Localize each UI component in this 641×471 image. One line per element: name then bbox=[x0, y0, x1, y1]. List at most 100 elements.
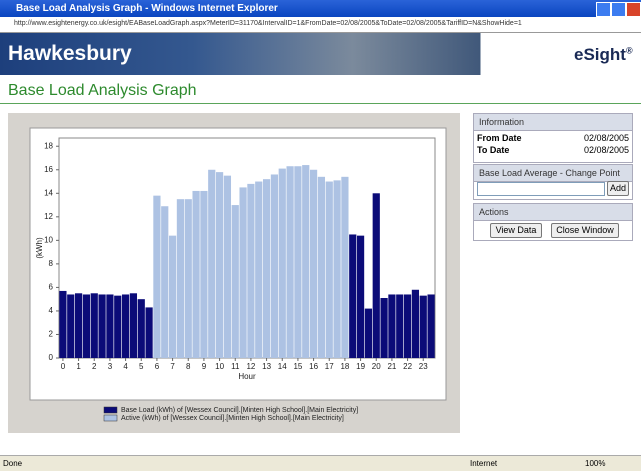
status: Done bbox=[3, 459, 22, 468]
bar bbox=[302, 165, 309, 358]
bar bbox=[247, 184, 254, 358]
close-window-button[interactable]: Close Window bbox=[551, 223, 619, 238]
x-tick-label: 6 bbox=[155, 362, 160, 371]
x-tick-label: 8 bbox=[186, 362, 191, 371]
bar bbox=[365, 309, 372, 358]
x-tick-label: 16 bbox=[309, 362, 318, 371]
x-tick-label: 1 bbox=[76, 362, 81, 371]
x-tick-label: 10 bbox=[215, 362, 224, 371]
y-tick-label: 18 bbox=[44, 141, 53, 150]
x-tick-label: 2 bbox=[92, 362, 97, 371]
x-tick-label: 14 bbox=[278, 362, 287, 371]
legend-swatch bbox=[104, 415, 117, 421]
x-tick-label: 0 bbox=[61, 362, 66, 371]
x-tick-label: 19 bbox=[356, 362, 365, 371]
actions-panel: Actions View Data Close Window bbox=[473, 203, 633, 241]
title-bar: Base Load Analysis Graph - Windows Inter… bbox=[0, 0, 641, 17]
y-tick-label: 4 bbox=[49, 306, 54, 315]
bar bbox=[341, 177, 348, 358]
bar bbox=[169, 236, 176, 358]
bar bbox=[106, 294, 113, 358]
bar bbox=[427, 294, 434, 358]
value: 02/08/2005 bbox=[584, 145, 629, 155]
bar bbox=[208, 170, 215, 358]
bar bbox=[59, 291, 66, 358]
product-name: eSight bbox=[574, 45, 626, 64]
bar bbox=[318, 177, 325, 358]
bar bbox=[185, 199, 192, 358]
bar bbox=[357, 236, 364, 358]
divider bbox=[0, 103, 641, 104]
x-tick-label: 22 bbox=[403, 362, 412, 371]
bar bbox=[326, 182, 333, 358]
bar bbox=[153, 196, 160, 358]
label: From Date bbox=[477, 133, 522, 143]
bar bbox=[373, 193, 380, 358]
info-panel: Information From Date 02/08/2005 To Date… bbox=[473, 113, 633, 163]
bar bbox=[396, 294, 403, 358]
bar bbox=[255, 182, 262, 358]
x-tick-label: 7 bbox=[170, 362, 175, 371]
bar bbox=[130, 293, 137, 358]
bar bbox=[138, 299, 145, 358]
minimize[interactable] bbox=[596, 2, 611, 17]
x-tick-label: 18 bbox=[340, 362, 349, 371]
bar bbox=[114, 296, 121, 358]
add-button[interactable]: Add bbox=[607, 181, 629, 196]
panel-header: Actions bbox=[474, 204, 632, 221]
bar bbox=[279, 169, 286, 358]
bar bbox=[310, 170, 317, 358]
window-title: Base Load Analysis Graph - Windows Inter… bbox=[16, 3, 278, 14]
x-axis-label: Hour bbox=[238, 372, 256, 381]
bar bbox=[232, 205, 239, 358]
bar bbox=[192, 191, 199, 358]
page: Base Load Analysis Graph - Windows Inter… bbox=[0, 0, 641, 470]
y-tick-label: 8 bbox=[49, 259, 54, 268]
product: eSight® bbox=[574, 45, 633, 65]
bar bbox=[98, 294, 105, 358]
legend-label: Active (kWh) of [Wessex Council].[Minten… bbox=[121, 415, 344, 422]
x-tick-label: 9 bbox=[202, 362, 207, 371]
page-title: Base Load Analysis Graph bbox=[8, 82, 197, 100]
address-bar[interactable]: http://www.esightenergy.co.uk/esight/EAB… bbox=[0, 17, 641, 33]
y-axis-label: (kWh) bbox=[35, 237, 44, 259]
dropdown[interactable] bbox=[477, 182, 605, 196]
y-tick-label: 2 bbox=[49, 330, 54, 339]
x-tick-label: 3 bbox=[108, 362, 113, 371]
bar bbox=[145, 307, 152, 358]
bar bbox=[286, 166, 293, 358]
panel-header: Base Load Average - Change Point bbox=[474, 165, 632, 182]
value: 02/08/2005 bbox=[584, 133, 629, 143]
bar bbox=[200, 191, 207, 358]
bar bbox=[122, 294, 129, 358]
bar bbox=[420, 296, 427, 358]
bar bbox=[333, 180, 340, 358]
bar bbox=[404, 294, 411, 358]
close[interactable] bbox=[626, 2, 641, 17]
y-tick-label: 6 bbox=[49, 283, 54, 292]
x-tick-label: 4 bbox=[123, 362, 128, 371]
change-panel: Base Load Average - Change Point Add bbox=[473, 164, 633, 200]
x-tick-label: 13 bbox=[262, 362, 271, 371]
bar bbox=[75, 293, 82, 358]
bar bbox=[239, 187, 246, 358]
zoom: 100% bbox=[585, 459, 605, 468]
bar bbox=[91, 293, 98, 358]
legend-label: Base Load (kWh) of [Wessex Council].[Min… bbox=[121, 407, 358, 414]
bar bbox=[388, 294, 395, 358]
zone: Internet bbox=[470, 459, 497, 468]
x-tick-label: 15 bbox=[293, 362, 302, 371]
bar bbox=[271, 174, 278, 358]
maximize[interactable] bbox=[611, 2, 626, 17]
y-tick-label: 12 bbox=[44, 212, 53, 221]
x-tick-label: 20 bbox=[372, 362, 381, 371]
status-bar: Done Internet 100% bbox=[0, 455, 641, 471]
bar bbox=[380, 298, 387, 358]
bar bbox=[177, 199, 184, 358]
view-data-button[interactable]: View Data bbox=[490, 223, 542, 238]
x-tick-label: 23 bbox=[419, 362, 428, 371]
y-tick-label: 16 bbox=[44, 165, 53, 174]
bar bbox=[412, 290, 419, 358]
